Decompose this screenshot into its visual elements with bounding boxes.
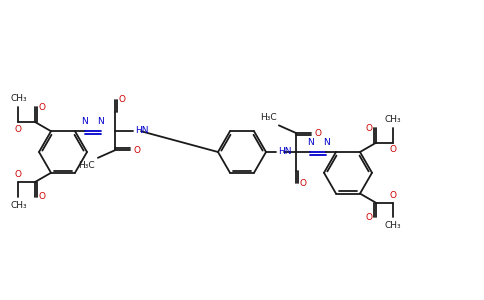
Text: O: O — [119, 95, 125, 104]
Text: HN: HN — [135, 126, 149, 135]
Text: O: O — [38, 192, 45, 201]
Text: O: O — [389, 191, 396, 200]
Text: CH₃: CH₃ — [384, 115, 401, 124]
Text: N: N — [82, 117, 89, 126]
Text: N: N — [98, 117, 105, 126]
Text: O: O — [366, 124, 373, 133]
Text: H₃C: H₃C — [260, 113, 277, 122]
Text: HN: HN — [278, 146, 291, 155]
Text: O: O — [134, 146, 141, 155]
Text: O: O — [15, 125, 22, 134]
Text: O: O — [315, 128, 322, 137]
Text: N: N — [323, 138, 330, 147]
Text: CH₃: CH₃ — [10, 200, 27, 209]
Text: H₃C: H₃C — [78, 161, 95, 170]
Text: O: O — [389, 146, 396, 154]
Text: O: O — [38, 103, 45, 112]
Text: O: O — [300, 179, 306, 188]
Text: CH₃: CH₃ — [384, 221, 401, 230]
Text: O: O — [15, 170, 22, 179]
Text: O: O — [366, 213, 373, 222]
Text: N: N — [307, 138, 313, 147]
Text: CH₃: CH₃ — [10, 94, 27, 103]
